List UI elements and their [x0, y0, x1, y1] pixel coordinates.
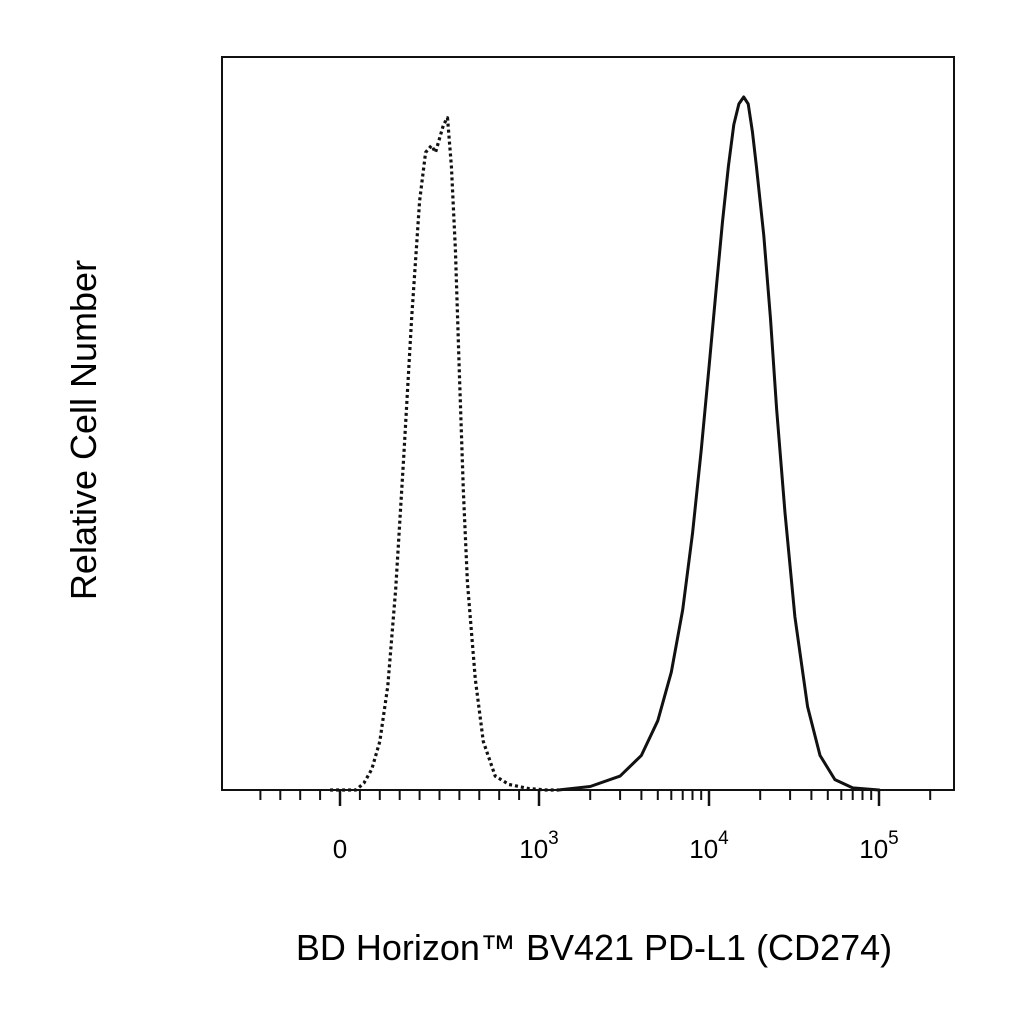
x-tick-label: 104 — [689, 828, 729, 864]
x-tick-label: 103 — [519, 828, 559, 864]
x-tick-labels: 0 103 104 105 — [333, 828, 899, 864]
x-axis-label: BD Horizon™ BV421 PD-L1 (CD274) — [296, 927, 892, 968]
plot-frame — [221, 56, 955, 791]
x-tick-label: 0 — [333, 834, 347, 864]
series-layer — [330, 95, 881, 792]
x-tick-label: 105 — [859, 828, 899, 864]
y-axis-label: Relative Cell Number — [63, 260, 104, 600]
x-axis-ticks — [259, 790, 932, 806]
histogram-dotted-series — [330, 116, 559, 792]
histogram-solid-series — [556, 95, 881, 792]
